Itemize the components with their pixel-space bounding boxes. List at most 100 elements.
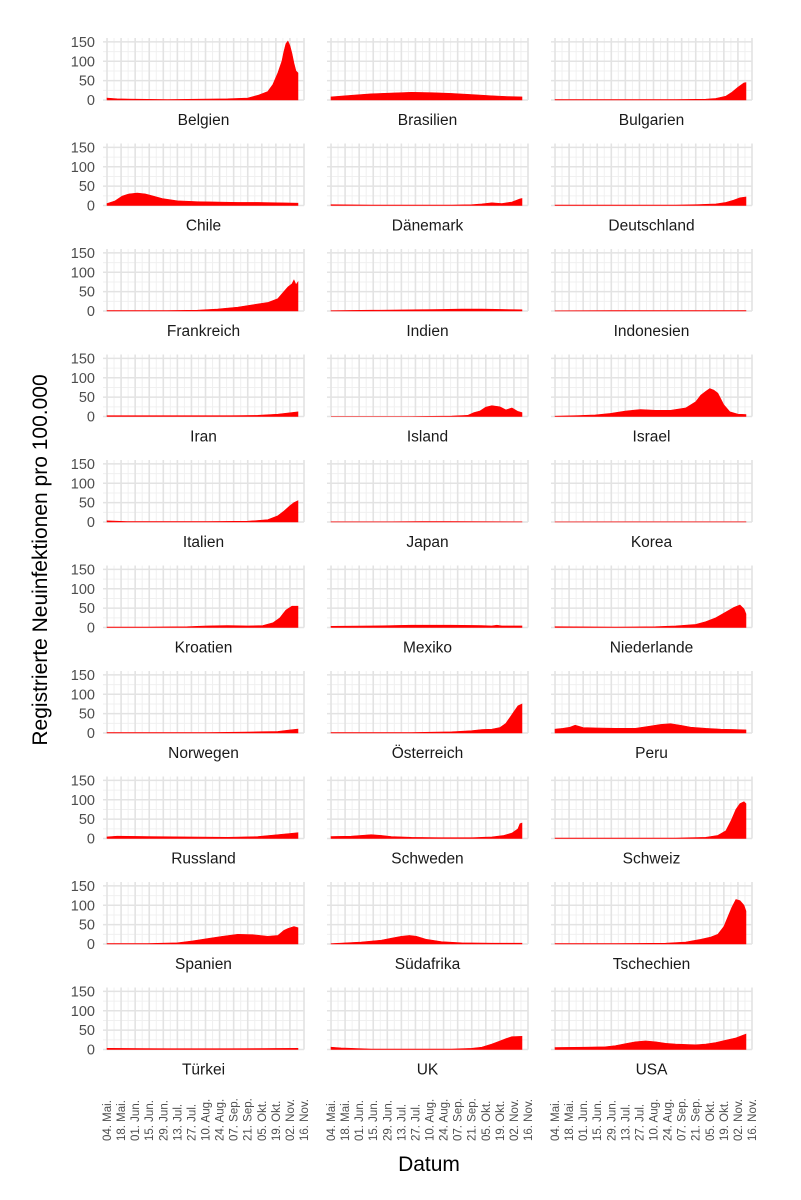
facet-label-indien: Indien xyxy=(406,323,448,340)
panel-italien: 0 50 100 150 Italien xyxy=(71,457,305,551)
facet-label-sudafrika: Südafrika xyxy=(395,956,461,973)
facet-label-usa: USA xyxy=(636,1062,669,1079)
facet-label-island: Island xyxy=(407,429,448,446)
x-tick-label: 10. Aug. xyxy=(649,1099,661,1141)
y-tick-label: 150 xyxy=(71,879,95,895)
panel-danemark: Dänemark xyxy=(327,143,529,235)
area-series-russland xyxy=(106,832,299,839)
y-tick-label: 50 xyxy=(79,179,95,195)
x-tick-label: 16. Nov. xyxy=(523,1099,535,1141)
area-series-tschechien xyxy=(554,899,747,945)
y-tick-label: 100 xyxy=(71,476,95,492)
area-series-spanien xyxy=(106,926,299,945)
x-tick-label: 29. Jun. xyxy=(606,1100,618,1141)
x-tick-label: 29. Jun. xyxy=(158,1100,170,1141)
x-tick-label: 04. Mai. xyxy=(102,1100,114,1141)
panel-frankreich: 0 50 100 150 Frankreich xyxy=(71,246,305,340)
x-tick-label: 10. Aug. xyxy=(201,1099,213,1141)
facet-label-israel: Israel xyxy=(633,429,671,446)
area-series-niederlande xyxy=(554,604,747,628)
x-tick-label: 04. Mai. xyxy=(326,1100,338,1141)
panel-background xyxy=(327,565,528,628)
panel-background xyxy=(327,143,528,206)
facet-label-belgien: Belgien xyxy=(178,112,230,129)
panel-niederlande: Niederlande xyxy=(551,565,753,657)
facet-label-norwegen: Norwegen xyxy=(168,745,239,762)
y-tick-label: 0 xyxy=(87,937,95,953)
panel-bulgarien: Bulgarien xyxy=(551,38,753,129)
panel-background xyxy=(327,460,528,522)
y-tick-label: 100 xyxy=(71,687,95,703)
y-tick-label: 150 xyxy=(71,35,95,51)
panel-background xyxy=(103,671,304,733)
facet-label-bulgarien: Bulgarien xyxy=(619,112,685,129)
x-tick-label: 24. Aug. xyxy=(663,1099,675,1141)
x-tick-label: 07. Sep. xyxy=(677,1098,689,1141)
area-series-mexiko xyxy=(330,624,523,628)
panel-usa: USA 04. Mai. 18. Mai. 01. Jun. 15. Jun. 29. J… xyxy=(550,987,759,1141)
x-tick-label: 02. Nov. xyxy=(509,1099,521,1141)
panel-indonesien: Indonesien xyxy=(551,249,753,340)
y-tick-label: 0 xyxy=(87,199,95,215)
facet-label-tschechien: Tschechien xyxy=(613,956,691,973)
panel-deutschland: Deutschland xyxy=(551,143,753,235)
panel-background xyxy=(327,882,528,944)
panel-japan: Japan xyxy=(327,460,529,551)
panel-schweiz: Schweiz xyxy=(551,776,753,868)
panel-kroatien: 0 50 100 150 Kroatien xyxy=(71,562,305,657)
area-series-schweden xyxy=(330,822,523,839)
panel-tschechien: Tschechien xyxy=(551,882,753,973)
facet-label-danemark: Dänemark xyxy=(392,218,464,235)
area-series-bulgarien xyxy=(554,82,747,101)
y-tick-label: 0 xyxy=(87,621,95,637)
facet-label-spanien: Spanien xyxy=(175,956,232,973)
x-tick-label: 16. Nov. xyxy=(299,1099,311,1141)
x-tick-label: 24. Aug. xyxy=(439,1099,451,1141)
panel-background xyxy=(327,249,528,311)
x-tick-label: 01. Jun. xyxy=(354,1100,366,1141)
y-tick-label: 0 xyxy=(87,93,95,109)
y-tick-label: 100 xyxy=(71,54,95,70)
panel-background xyxy=(103,565,304,628)
panel-background xyxy=(551,249,752,311)
facet-label-osterreich: Österreich xyxy=(392,744,464,762)
x-tick-label: 15. Jun. xyxy=(592,1100,604,1141)
area-series-sudafrika xyxy=(330,935,523,945)
facet-label-schweden: Schweden xyxy=(391,851,463,868)
y-tick-label: 0 xyxy=(87,410,95,426)
y-tick-label: 100 xyxy=(71,265,95,281)
y-tick-label: 150 xyxy=(71,351,95,367)
y-tick-label: 150 xyxy=(71,773,95,789)
x-tick-label: 29. Jun. xyxy=(382,1100,394,1141)
y-tick-label: 100 xyxy=(71,371,95,387)
facet-label-italien: Italien xyxy=(183,534,224,551)
facet-label-frankreich: Frankreich xyxy=(167,323,240,340)
panel-background xyxy=(551,38,752,100)
panel-korea: Korea xyxy=(551,460,753,551)
x-tick-label: 05. Okt. xyxy=(257,1101,269,1141)
panel-background xyxy=(327,671,528,733)
y-tick-label: 100 xyxy=(71,793,95,809)
panel-mexiko: Mexiko xyxy=(327,565,529,657)
x-tick-label: 18. Mai. xyxy=(116,1100,128,1141)
y-tick-label: 50 xyxy=(79,390,95,406)
facet-label-turkei: Türkei xyxy=(182,1062,225,1079)
x-tick-label: 01. Jun. xyxy=(130,1100,142,1141)
panel-background xyxy=(103,249,304,311)
area-series-danemark xyxy=(330,198,523,206)
facet-label-niederlande: Niederlande xyxy=(610,640,694,657)
x-tick-label: 19. Okt. xyxy=(495,1101,507,1141)
facet-label-indonesien: Indonesien xyxy=(614,323,690,340)
panels-layer: 0 50 100 150 Belgien Brasilien Bulgarien 0 50 100… xyxy=(71,35,759,1141)
panel-spanien: 0 50 100 150 Spanien xyxy=(71,879,305,973)
facet-label-peru: Peru xyxy=(635,745,668,762)
area-series-deutschland xyxy=(554,196,747,206)
y-tick-label: 150 xyxy=(71,562,95,578)
y-tick-label: 50 xyxy=(79,496,95,512)
area-series-brasilien xyxy=(330,91,523,101)
panel-norwegen: 0 50 100 150 Norwegen xyxy=(71,668,305,762)
panel-iran: 0 50 100 150 Iran xyxy=(71,351,305,446)
panel-background xyxy=(327,987,528,1050)
x-tick-label: 05. Okt. xyxy=(481,1101,493,1141)
